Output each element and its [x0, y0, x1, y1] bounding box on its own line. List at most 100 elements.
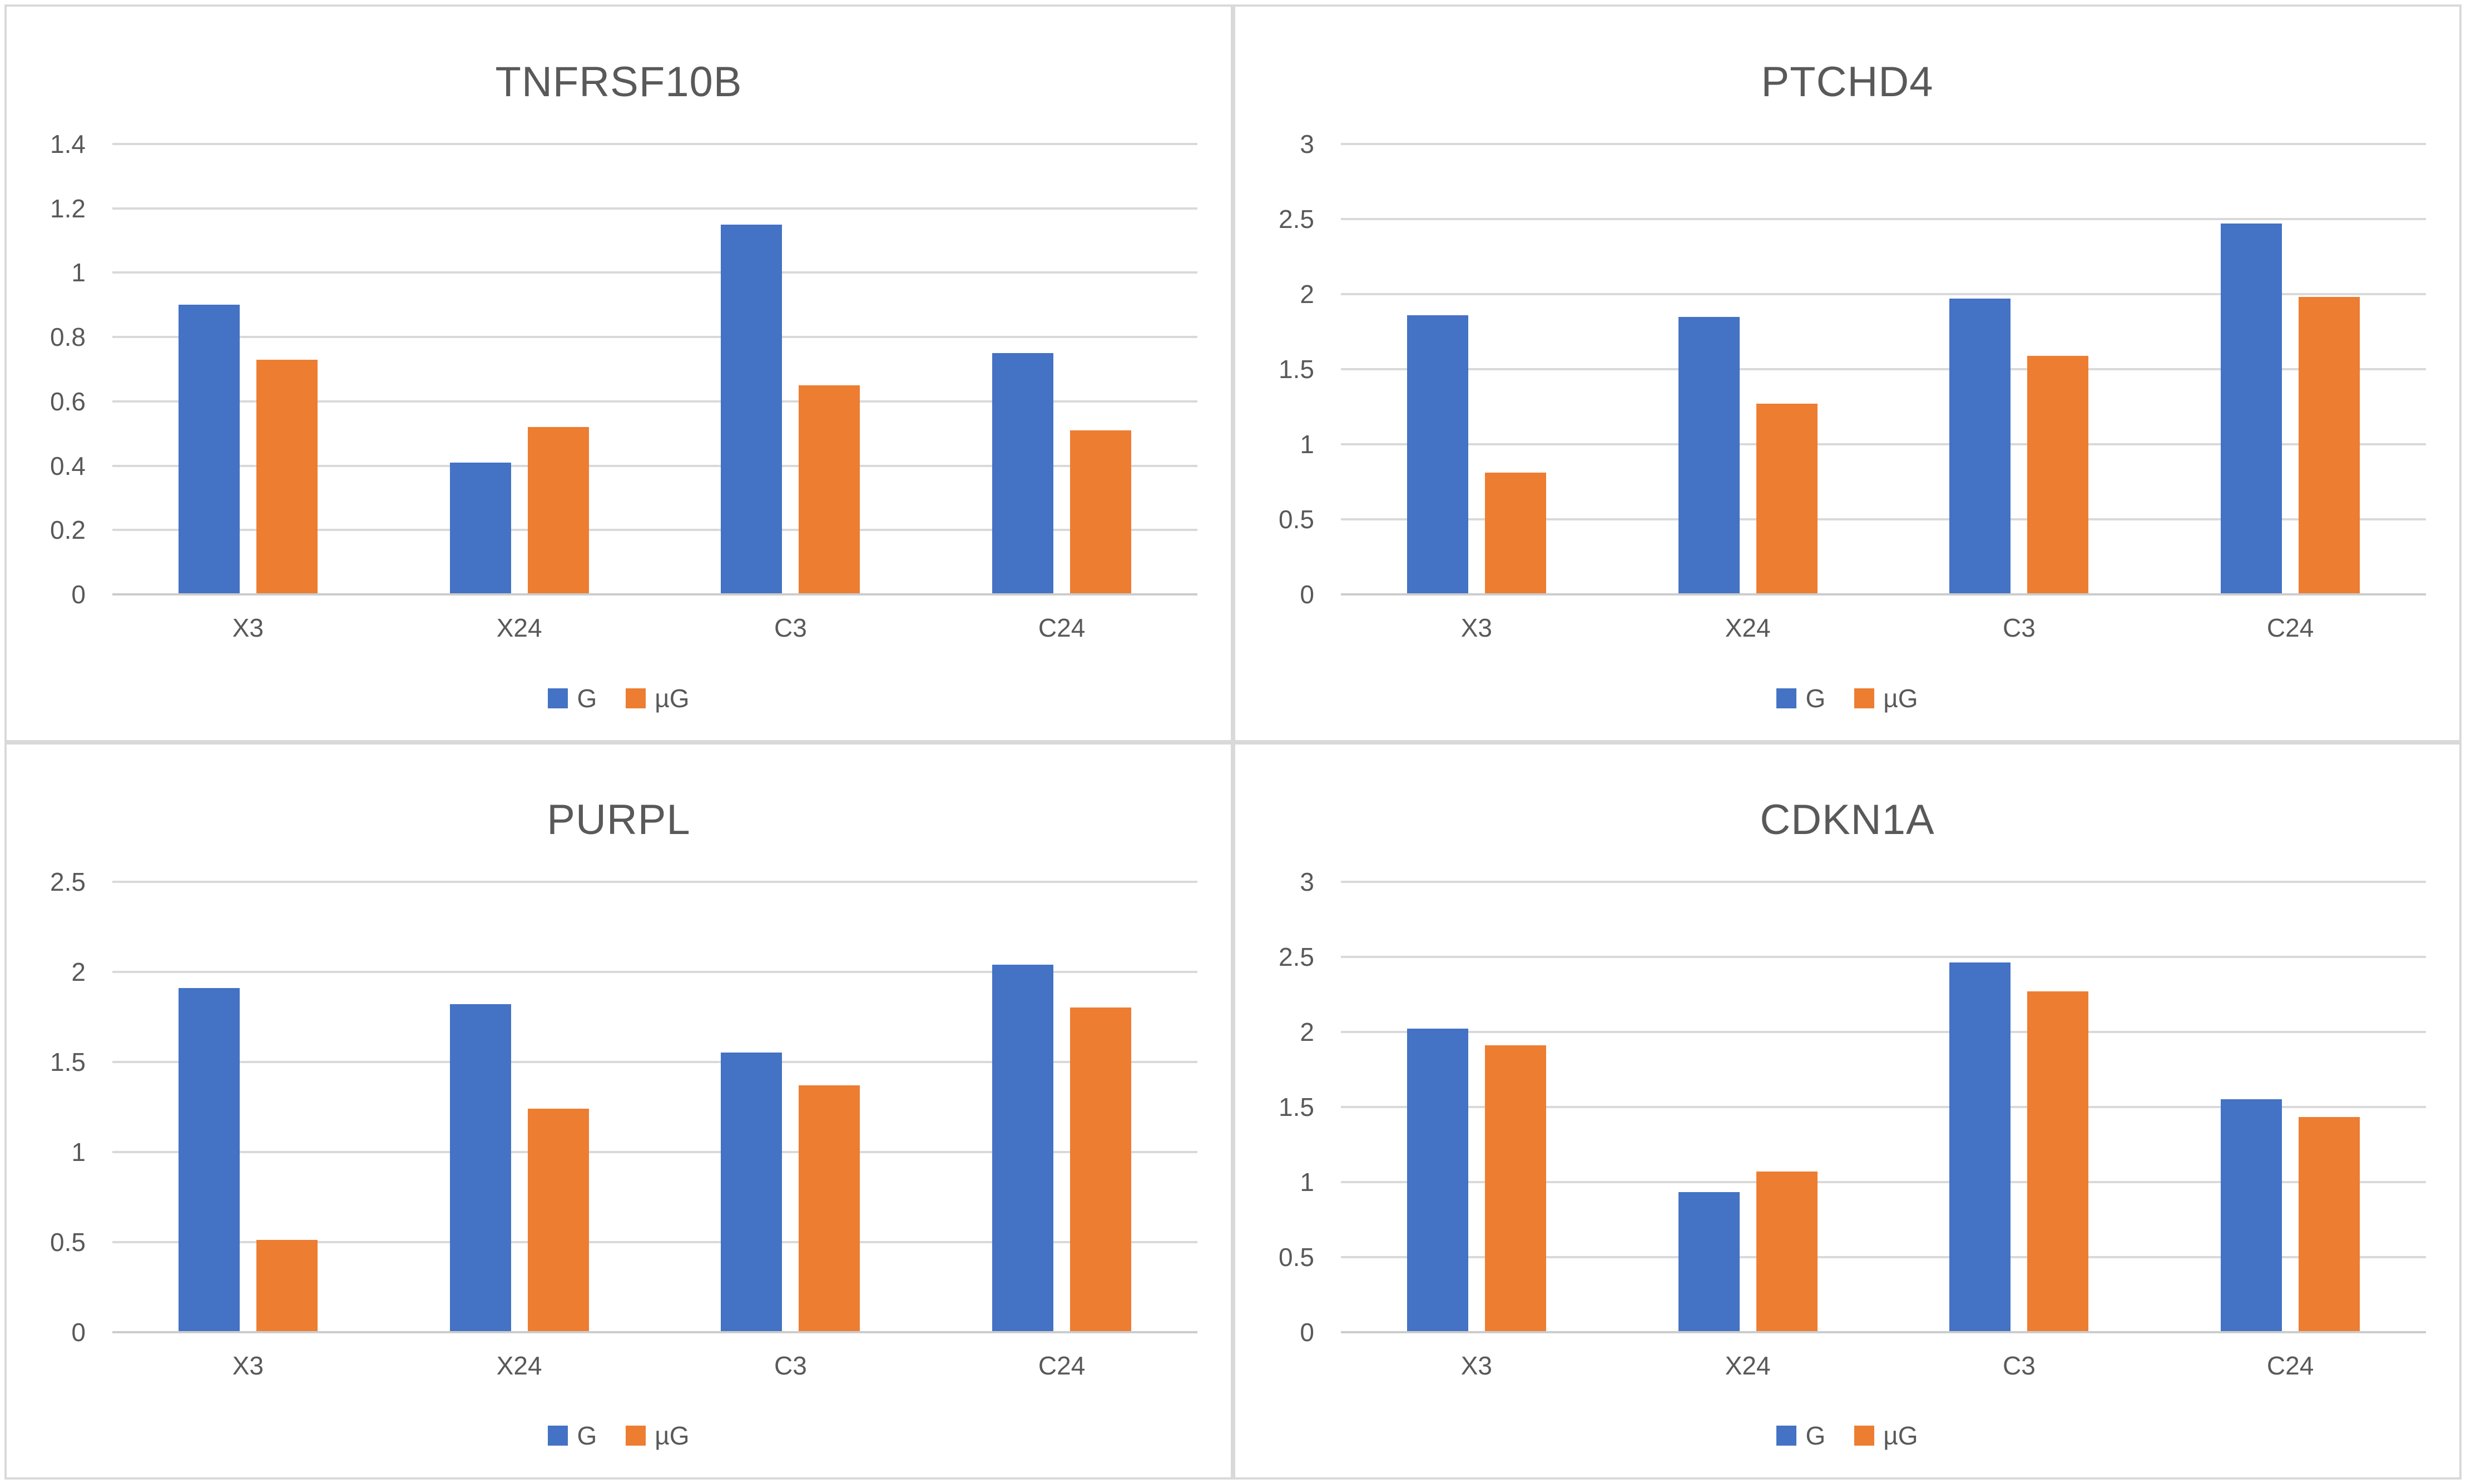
y-tick-label: 1.4 [50, 130, 86, 158]
gridline [1341, 955, 2426, 958]
plot-area: 0 0.5 1 1.5 2 2.5 3 [1279, 869, 2426, 1345]
gridline [112, 1240, 1197, 1243]
gridline [1341, 880, 2426, 883]
legend-item-ug: µG [626, 683, 690, 713]
legend: G µG [7, 1421, 1231, 1451]
x-axis-labels: X3 X24 C3 C24 [1341, 613, 2426, 643]
x-tick-label: C3 [774, 613, 807, 642]
gridline [1341, 218, 2426, 220]
bar-group-c3 [655, 144, 927, 594]
bar-group-c24 [926, 144, 1197, 594]
gridline [1341, 368, 2426, 370]
x-tick-label: C24 [1038, 1351, 1086, 1380]
bar-groups [112, 144, 1197, 594]
y-tick-label: 0.5 [1279, 1242, 1314, 1272]
bar-µg-x24 [1756, 404, 1818, 594]
y-tick-label: 1.5 [1279, 1092, 1314, 1121]
y-tick-label: 1 [71, 258, 86, 287]
plot-area: 0 0.2 0.4 0.6 0.8 1 1.2 1.4 [50, 131, 1197, 607]
x-axis-line [1341, 1331, 2426, 1333]
bar-µg-x24 [527, 1108, 589, 1332]
plot-area: 0 0.5 1 1.5 2 2.5 [50, 869, 1197, 1345]
bar-µg-x24 [527, 427, 589, 594]
bar-group-c24 [2155, 882, 2426, 1332]
legend-item-ug: µG [1854, 1421, 1918, 1451]
y-tick-label: 0.5 [1279, 505, 1314, 534]
y-tick-label: 0.2 [50, 515, 86, 545]
legend-label-ug: µG [655, 1421, 690, 1450]
gridline [112, 336, 1197, 339]
bar-g-c3 [721, 1053, 783, 1332]
y-tick-label: 0 [1300, 580, 1314, 609]
legend-label-ug: µG [1883, 683, 1918, 713]
gridline [1341, 1030, 2426, 1033]
bar-g-c24 [992, 964, 1054, 1332]
y-tick-label: 0.8 [50, 322, 86, 352]
x-tick-label: X24 [1725, 1351, 1771, 1380]
gridline [112, 464, 1197, 467]
x-tick-label: C3 [2002, 613, 2036, 642]
legend-item-g: G [548, 683, 597, 713]
bar-µg-c24 [1070, 430, 1132, 594]
bar-g-x24 [1678, 316, 1740, 594]
bar-group-c3 [655, 882, 927, 1332]
bar-µg-c3 [2027, 355, 2089, 594]
gridline [1341, 518, 2426, 521]
legend-swatch-g [548, 688, 568, 708]
legend-item-g: G [548, 1421, 597, 1451]
x-tick-label: C3 [2002, 1351, 2036, 1380]
y-tick-label: 0 [71, 580, 86, 609]
x-axis-line [112, 593, 1197, 595]
legend-swatch-g [1776, 688, 1797, 708]
gridline [112, 271, 1197, 274]
gridline [112, 880, 1197, 883]
y-tick-label: 0 [1300, 1317, 1314, 1347]
gridline [112, 400, 1197, 403]
plot-area: 0 0.5 1 1.5 2 2.5 3 [1279, 131, 2426, 607]
bar-group-c24 [2155, 144, 2426, 594]
bar-g-c24 [2221, 1099, 2282, 1332]
legend-item-ug: µG [1854, 683, 1918, 713]
bar-group-x3 [112, 882, 384, 1332]
x-tick-label: X24 [496, 613, 542, 642]
y-tick-label: 0.5 [50, 1227, 86, 1257]
bar-group-x24 [1612, 882, 1884, 1332]
y-tick-label: 1.5 [50, 1047, 86, 1076]
bar-g-c24 [2221, 224, 2282, 594]
legend-item-g: G [1776, 1421, 1825, 1451]
y-tick-label: 1 [1300, 1167, 1314, 1197]
x-tick-label: C3 [774, 1351, 807, 1380]
y-tick-label: 0.6 [50, 386, 86, 416]
chart-panel-cdkn1a: CDKN1A 0 0.5 1 1.5 2 2.5 3 X3 X24 C3 C24 G µG [1233, 742, 2462, 1480]
legend-label-g: G [577, 683, 597, 713]
y-tick-label: 1 [71, 1137, 86, 1167]
legend-label-g: G [1805, 1421, 1826, 1450]
y-tick-label: 2 [1300, 1017, 1314, 1046]
bar-µg-x3 [256, 359, 318, 594]
legend-label-g: G [577, 1421, 597, 1450]
x-tick-label: C24 [2266, 613, 2314, 642]
y-tick-label: 3 [1300, 130, 1314, 158]
bar-g-c24 [992, 353, 1054, 594]
bar-group-x3 [112, 144, 384, 594]
bar-µg-c24 [2299, 1117, 2360, 1332]
legend-swatch-ug [1854, 688, 1875, 708]
x-tick-label: X3 [1460, 1351, 1492, 1380]
x-tick-label: C24 [1038, 613, 1086, 642]
chart-grid: TNFRSF10B 0 0.2 0.4 0.6 0.8 1 1.2 1.4 X3 X24 C3… [4, 4, 2462, 1480]
x-tick-label: X24 [1725, 613, 1771, 642]
chart-title: PURPL [547, 796, 691, 843]
bar-µg-x3 [1484, 1045, 1546, 1332]
bar-µg-c3 [799, 1085, 860, 1332]
y-tick-label: 3 [1300, 867, 1314, 896]
bar-groups [112, 882, 1197, 1332]
legend: G µG [1235, 1421, 2459, 1451]
bar-group-c24 [926, 882, 1197, 1332]
gridline [1341, 1105, 2426, 1108]
y-tick-label: 2 [1300, 280, 1314, 309]
legend-swatch-ug [626, 1426, 646, 1446]
x-axis-labels: X3 X24 C3 C24 [112, 613, 1197, 643]
gridline [112, 970, 1197, 973]
legend-label-ug: µG [1883, 1421, 1918, 1450]
